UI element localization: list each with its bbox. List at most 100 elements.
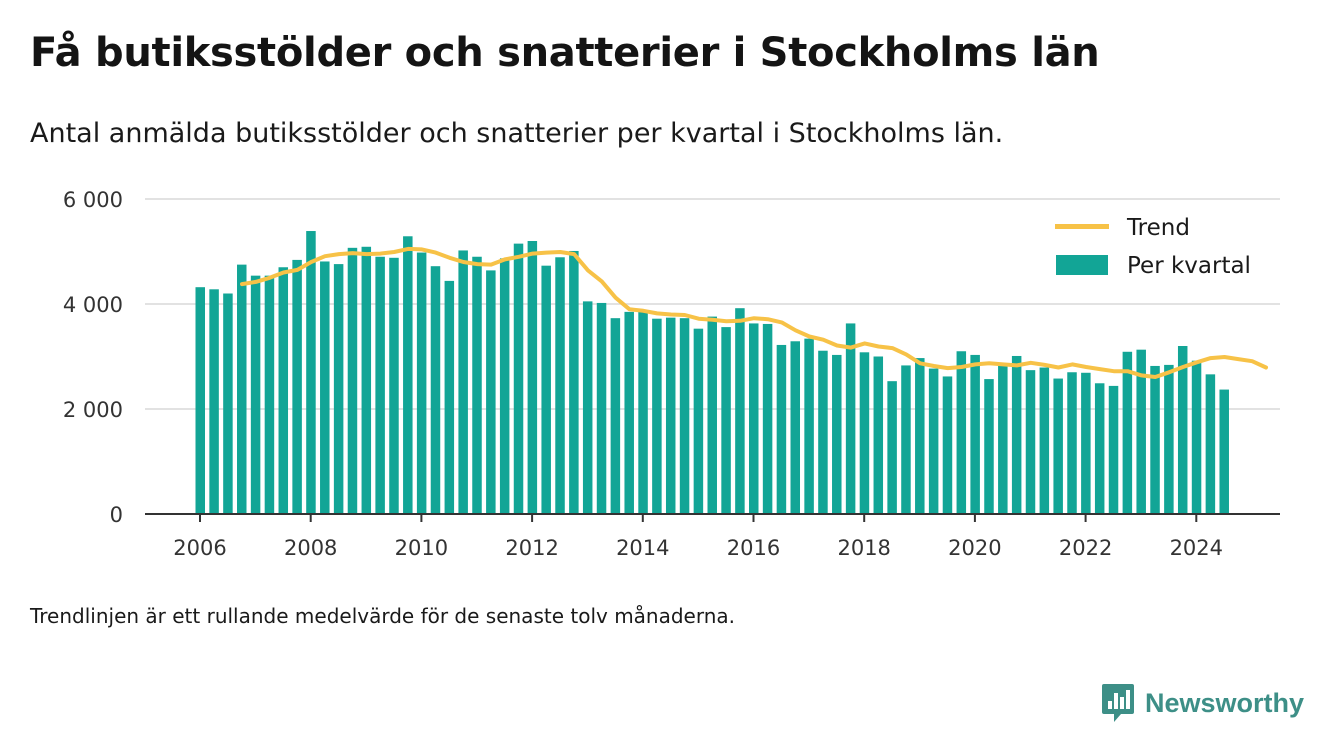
y-tick-label: 2 000	[63, 398, 123, 422]
bar	[264, 275, 275, 514]
chart-area: 0 2 000 4 000 6 000 2006 2008 2010 2012 2014 201…	[63, 188, 1280, 560]
bar	[596, 302, 607, 514]
bar	[665, 317, 676, 514]
bar	[403, 236, 413, 514]
x-tick-label: 2020	[948, 536, 1001, 560]
bar	[887, 381, 897, 514]
chart-title: Få butiksstölder och snatterier i Stockh…	[30, 30, 1100, 76]
bar	[638, 311, 648, 514]
bar	[1011, 355, 1022, 514]
bar	[928, 368, 939, 514]
x-tick-label: 2022	[1059, 536, 1112, 560]
bar	[942, 376, 953, 514]
y-tick-label: 6 000	[63, 188, 123, 212]
bar	[223, 293, 233, 514]
bar	[1219, 389, 1229, 514]
bar	[859, 352, 870, 514]
bar	[956, 351, 967, 514]
bar	[416, 252, 427, 515]
bar	[762, 323, 773, 514]
bar	[749, 323, 759, 514]
bar	[1136, 349, 1146, 514]
x-tick-label: 2014	[616, 536, 669, 560]
bar	[970, 354, 980, 514]
x-tick-label: 2018	[837, 536, 890, 560]
bar	[499, 258, 510, 514]
x-tick-label: 2008	[284, 536, 337, 560]
bar	[472, 256, 482, 514]
newsworthy-logo-icon	[1102, 684, 1134, 722]
bar	[901, 365, 911, 514]
brand-name: Newsworthy	[1145, 687, 1305, 718]
legend-trend-label: Trend	[1126, 215, 1190, 241]
x-tick-label: 2024	[1170, 536, 1223, 560]
bar	[915, 358, 925, 514]
x-axis-ticks: 2006 2008 2010 2012 2014 2016 2018 2020 2022 2024	[173, 514, 1223, 560]
bar	[430, 266, 441, 514]
x-tick-label: 2016	[727, 536, 780, 560]
legend-trend-swatch	[1055, 224, 1109, 229]
bar	[195, 287, 205, 514]
bar	[1108, 385, 1119, 514]
bar	[389, 257, 399, 514]
bar	[1122, 351, 1133, 514]
bar	[998, 365, 1008, 514]
bar	[569, 250, 579, 514]
x-tick-label: 2010	[395, 536, 448, 560]
bar	[1053, 378, 1063, 514]
bar	[624, 311, 634, 514]
bar	[679, 318, 690, 514]
bar	[347, 247, 358, 514]
y-axis-ticks: 0 2 000 4 000 6 000	[63, 188, 123, 527]
bar	[333, 264, 344, 514]
y-tick-label: 0	[110, 503, 123, 527]
bar	[292, 259, 302, 514]
legend: Trend Per kvartal	[1055, 215, 1251, 279]
bar	[375, 256, 385, 514]
bar	[320, 261, 330, 514]
bar	[486, 270, 496, 514]
bar	[541, 265, 551, 514]
bar	[790, 341, 801, 514]
bar	[582, 301, 593, 514]
bar	[361, 246, 372, 514]
bar	[555, 257, 565, 514]
bar	[610, 318, 621, 514]
bar	[278, 267, 289, 514]
trend-line	[240, 246, 1268, 379]
bar	[1039, 367, 1050, 514]
bar	[306, 231, 316, 514]
bar-series	[195, 231, 1229, 515]
bar	[735, 308, 745, 514]
newsworthy-brand[interactable]: Newsworthy	[1101, 682, 1304, 724]
legend-bar-label: Per kvartal	[1127, 253, 1251, 279]
bar	[250, 275, 261, 514]
bar	[804, 338, 814, 514]
bar	[1067, 372, 1077, 514]
footnote: Trendlinjen är ett rullande medelvärde f…	[30, 604, 736, 628]
bar	[818, 350, 828, 514]
bar	[1191, 360, 1202, 514]
bar	[209, 289, 219, 514]
legend-bar-swatch	[1056, 255, 1108, 275]
bar	[1025, 370, 1036, 514]
bar	[776, 344, 787, 514]
bar	[1150, 365, 1160, 514]
bar	[832, 354, 842, 514]
bar	[652, 318, 662, 514]
bar	[513, 243, 524, 514]
bar	[873, 356, 884, 514]
bar	[237, 264, 247, 514]
bar	[1081, 372, 1091, 514]
bar	[527, 241, 538, 514]
bar	[444, 280, 455, 514]
bar	[845, 323, 856, 514]
bar	[1205, 374, 1216, 514]
x-tick-label: 2012	[505, 536, 558, 560]
bar	[1177, 346, 1188, 514]
chart-subtitle: Antal anmälda butiksstölder och snatteri…	[30, 118, 1004, 149]
bar	[693, 328, 704, 514]
bar	[707, 316, 717, 514]
bar	[458, 250, 468, 514]
x-tick-label: 2006	[173, 536, 226, 560]
